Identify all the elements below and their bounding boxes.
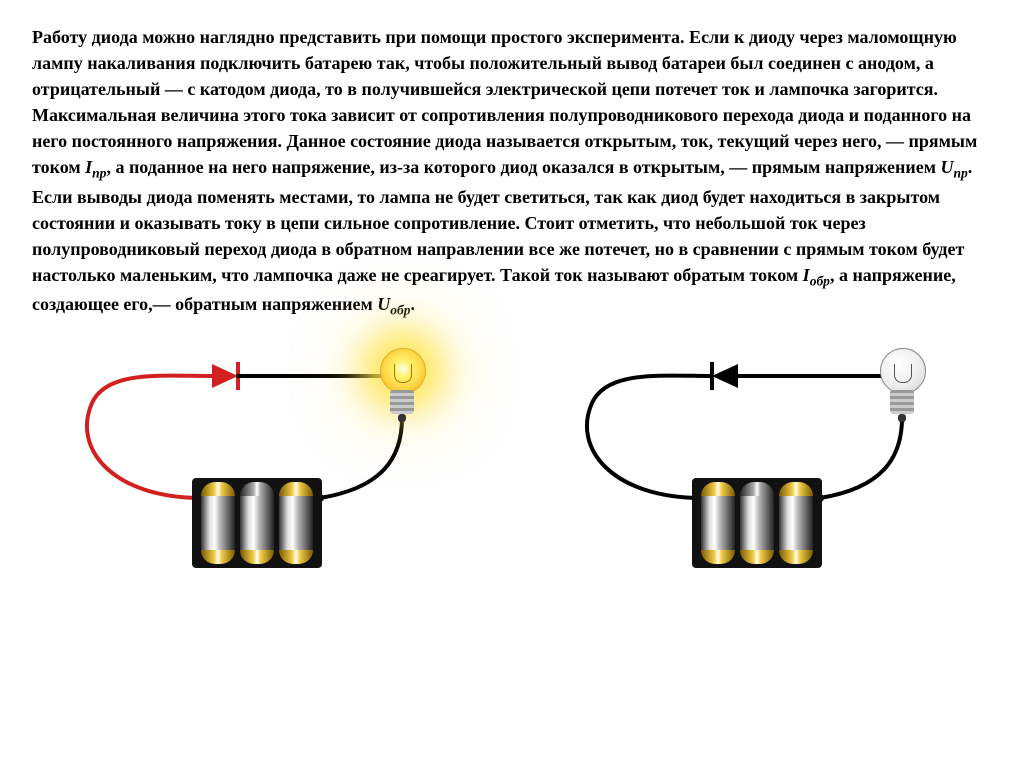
upr-sym: U	[940, 157, 953, 177]
bulb-off	[872, 348, 932, 438]
battery-cell-icon	[701, 482, 735, 564]
para-a: Работу диода можно наглядно представить …	[32, 27, 977, 177]
iobr-sub: обр	[810, 274, 830, 289]
ipr-sub: пр	[92, 166, 106, 181]
iobr-sym: I	[803, 265, 810, 285]
article-body: Работу диода можно наглядно представить …	[32, 24, 992, 320]
uobr-sub: обр	[390, 303, 410, 318]
battery-cell-icon	[279, 482, 313, 564]
upr-sub: пр	[953, 166, 967, 181]
bulb-tip-icon	[898, 414, 906, 422]
battery-cell-icon	[779, 482, 813, 564]
uobr-sym: U	[377, 294, 390, 314]
battery-pack	[692, 478, 822, 568]
battery-pack	[192, 478, 322, 568]
battery-cell-icon	[201, 482, 235, 564]
battery-cell-icon	[740, 482, 774, 564]
bulb-base-icon	[390, 390, 414, 414]
bulb-tip-icon	[398, 414, 406, 422]
filament-icon	[394, 364, 412, 383]
bulb-on	[372, 348, 432, 438]
reverse-bias-circuit	[552, 348, 972, 568]
para-b: , а поданное на него напряжение, из-за к…	[106, 157, 940, 177]
battery-cell-icon	[240, 482, 274, 564]
circuit-diagrams	[32, 348, 992, 568]
filament-icon	[894, 364, 912, 383]
forward-bias-circuit	[52, 348, 472, 568]
para-e: .	[411, 294, 416, 314]
bulb-base-icon	[890, 390, 914, 414]
